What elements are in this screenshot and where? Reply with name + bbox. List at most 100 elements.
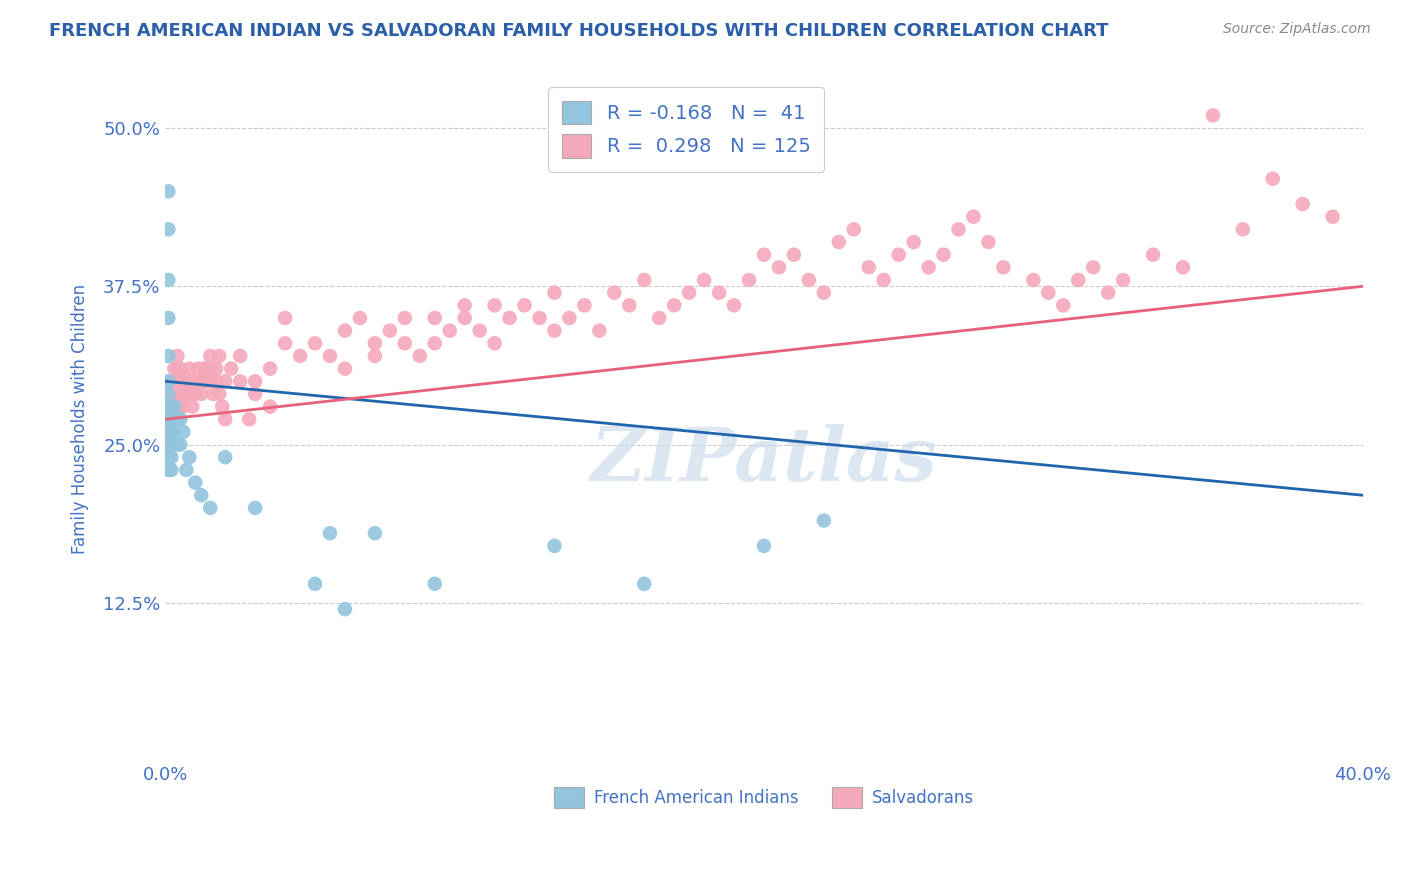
Point [364, 336, 387, 351]
Point [190, 387, 212, 401]
Point [304, 336, 326, 351]
Point [513, 298, 536, 312]
Point [1142, 248, 1164, 262]
Point [157, 400, 180, 414]
Point [214, 374, 236, 388]
Point [208, 349, 231, 363]
Point [229, 349, 252, 363]
Point [948, 222, 970, 236]
Point [157, 412, 180, 426]
Point [1083, 260, 1105, 275]
Point [648, 310, 671, 325]
Point [157, 310, 180, 325]
Point [157, 412, 180, 426]
Point [243, 500, 266, 515]
Point [543, 324, 565, 338]
Point [529, 310, 551, 325]
Point [184, 374, 207, 388]
Point [752, 248, 775, 262]
Point [1322, 210, 1344, 224]
Point [364, 349, 387, 363]
Point [873, 273, 896, 287]
Point [193, 374, 215, 388]
Point [662, 298, 685, 312]
Point [163, 425, 186, 439]
Point [163, 400, 186, 414]
Point [219, 361, 242, 376]
Point [172, 425, 194, 439]
Point [1232, 222, 1254, 236]
Point [333, 602, 356, 616]
Point [160, 463, 183, 477]
Point [190, 488, 212, 502]
Point [333, 324, 356, 338]
Point [172, 374, 194, 388]
Point [1022, 273, 1045, 287]
Point [619, 298, 641, 312]
Point [166, 387, 188, 401]
Point [993, 260, 1015, 275]
Point [160, 400, 183, 414]
Point [1097, 285, 1119, 300]
Point [184, 475, 207, 490]
Point [160, 374, 183, 388]
Point [783, 248, 806, 262]
Point [409, 349, 432, 363]
Point [176, 463, 198, 477]
Point [200, 349, 222, 363]
Point [169, 437, 191, 451]
Point [707, 285, 730, 300]
Point [349, 310, 371, 325]
Point [1202, 108, 1225, 122]
Point [166, 437, 188, 451]
Point [274, 310, 297, 325]
Point [157, 222, 180, 236]
Point [543, 285, 565, 300]
Point [195, 361, 218, 376]
Point [187, 374, 209, 388]
Point [917, 260, 939, 275]
Point [202, 387, 225, 401]
Point [484, 298, 506, 312]
Point [181, 387, 204, 401]
Point [259, 400, 281, 414]
Point [378, 324, 401, 338]
Point [200, 361, 222, 376]
Point [243, 387, 266, 401]
Point [304, 577, 326, 591]
Point [157, 273, 180, 287]
Point [1171, 260, 1194, 275]
Point [243, 374, 266, 388]
Point [163, 387, 186, 401]
Point [214, 412, 236, 426]
Point [543, 539, 565, 553]
Point [574, 298, 596, 312]
Point [157, 185, 180, 199]
Point [394, 336, 416, 351]
Point [187, 361, 209, 376]
Point [1261, 171, 1284, 186]
Point [157, 425, 180, 439]
Point [169, 400, 191, 414]
Point [858, 260, 880, 275]
Point [423, 310, 446, 325]
Point [738, 273, 761, 287]
Point [423, 577, 446, 591]
Point [157, 437, 180, 451]
Point [205, 374, 228, 388]
Point [394, 310, 416, 325]
Point [962, 210, 984, 224]
Point [797, 273, 820, 287]
Point [319, 526, 342, 541]
Point [166, 349, 188, 363]
Point [813, 514, 835, 528]
Point [160, 425, 183, 439]
Point [633, 273, 655, 287]
Point [160, 412, 183, 426]
Point [423, 336, 446, 351]
Point [200, 500, 222, 515]
Point [176, 387, 198, 401]
Point [453, 310, 475, 325]
Point [887, 248, 910, 262]
Point [176, 374, 198, 388]
